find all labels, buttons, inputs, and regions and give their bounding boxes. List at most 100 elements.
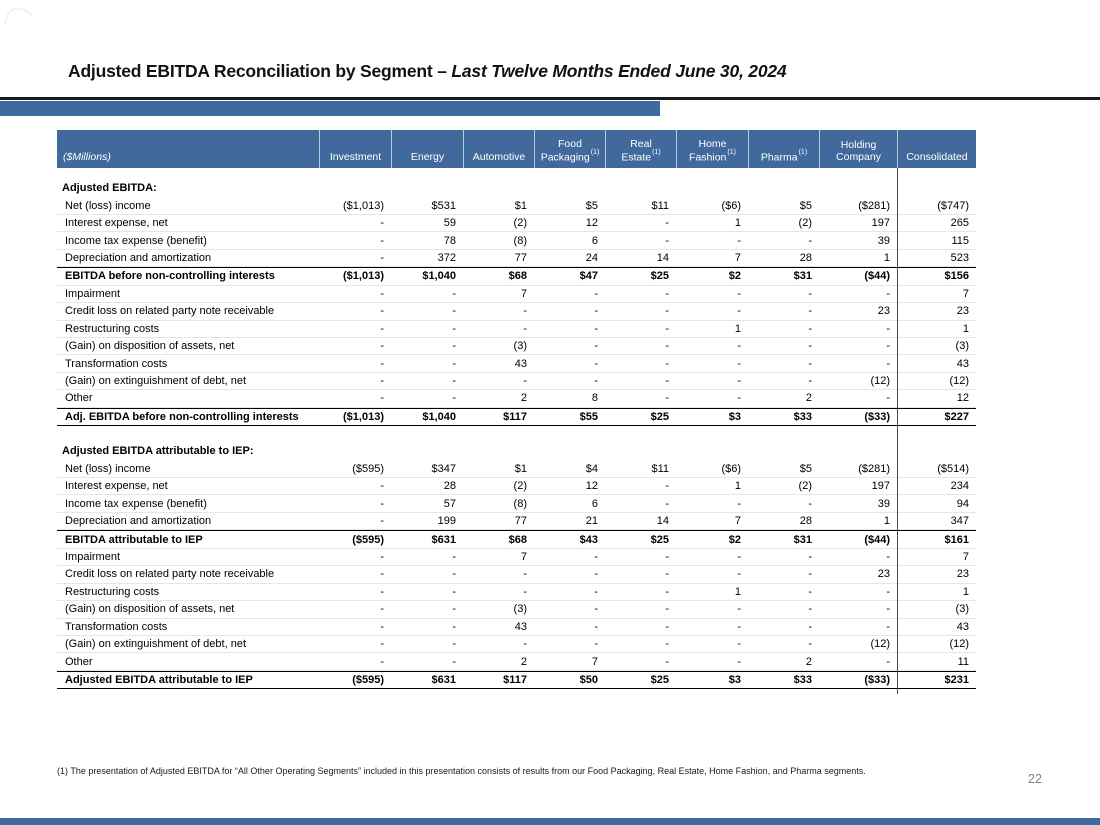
cell-value: 23	[877, 568, 890, 581]
cell-value: -	[808, 497, 812, 510]
cell-value: $55	[579, 410, 598, 423]
cell-value: 197	[871, 480, 890, 493]
cell-value: -	[594, 638, 598, 651]
cell-value: -	[380, 322, 384, 335]
cell-value: -	[886, 287, 890, 300]
cell-value: 14	[656, 251, 669, 264]
cell-value: $5	[799, 199, 812, 212]
cell-value: -	[808, 638, 812, 651]
row-label: (Gain) on extinguishment of debt, net	[65, 375, 246, 388]
cell-value: 1	[734, 322, 741, 335]
cell-value: ($595)	[352, 674, 384, 687]
unit-label: ($Millions)	[63, 151, 111, 164]
cell-value: 7	[520, 287, 527, 300]
cell-value: -	[808, 357, 812, 370]
cell-value: -	[737, 392, 741, 405]
cell-value: -	[380, 217, 384, 230]
table-row: Restructuring costs - - - - - 1 - - 1	[57, 321, 976, 338]
cell-value: (12)	[870, 638, 890, 651]
cell-value: -	[665, 322, 669, 335]
cell-value: $1	[514, 462, 527, 475]
cell-value: -	[452, 375, 456, 388]
cell-value: $68	[508, 270, 527, 283]
table-row: EBITDA before non-controlling interests (…	[57, 267, 976, 286]
cell-value: (2)	[798, 480, 812, 493]
cell-value: -	[665, 638, 669, 651]
cell-value: -	[380, 234, 384, 247]
cell-value: -	[665, 497, 669, 510]
table-row: Other - - 2 8 - - 2 - 12	[57, 390, 976, 408]
cell-value: 1	[734, 217, 741, 230]
cell-value: -	[665, 603, 669, 616]
cell-value: -	[452, 305, 456, 318]
column-header-home-fashion: Home Fashion(1)	[676, 130, 748, 168]
cell-value: ($1,013)	[343, 410, 384, 423]
cell-value: -	[452, 287, 456, 300]
cell-value: -	[594, 357, 598, 370]
column-header-holding-company: Holding Company	[819, 130, 897, 168]
cell-value: $3	[728, 674, 741, 687]
cell-value: 7	[962, 287, 969, 300]
cell-value: -	[452, 357, 456, 370]
cell-value: 7	[591, 655, 598, 668]
cell-value: -	[886, 550, 890, 563]
column-header-automotive: Automotive	[463, 130, 534, 168]
table-row: Adj. EBITDA before non-controlling inter…	[57, 407, 976, 427]
cell-value: 23	[956, 305, 969, 318]
table-row: EBITDA attributable to IEP ($595) $631 $68 $…	[57, 530, 976, 549]
table-section: Adjusted EBITDA: Net (loss) income ($1,013…	[57, 180, 976, 427]
table-row: Credit loss on related party note receiv…	[57, 566, 976, 584]
cell-value: ($6)	[721, 199, 741, 212]
cell-value: 23	[956, 568, 969, 581]
cell-value: $156	[944, 270, 969, 283]
cell-value: $531	[431, 199, 456, 212]
cell-value: -	[737, 305, 741, 318]
cell-value: (3)	[955, 603, 969, 616]
cell-value: 197	[871, 217, 890, 230]
cell-value: 39	[877, 497, 890, 510]
cell-value: 6	[591, 234, 598, 247]
cell-value: (12)	[949, 375, 969, 388]
cell-value: -	[523, 322, 527, 335]
column-header-pharma: Pharma(1)	[748, 130, 819, 168]
cell-value: -	[594, 603, 598, 616]
cell-value: -	[594, 322, 598, 335]
cell-value: -	[380, 568, 384, 581]
cell-value: $31	[793, 533, 812, 546]
cell-value: ($1,013)	[343, 270, 384, 283]
row-label: Impairment	[65, 287, 121, 300]
cell-value: 2	[520, 392, 527, 405]
cell-value: 1	[734, 480, 741, 493]
cell-value: 2	[520, 655, 527, 668]
column-header-food-packaging: Food Packaging(1)	[534, 130, 605, 168]
cell-value: -	[808, 287, 812, 300]
bottom-accent-bar	[0, 818, 1100, 825]
cell-value: -	[665, 655, 669, 668]
footnote: (1) The presentation of Adjusted EBITDA …	[57, 766, 866, 776]
cell-value: -	[886, 357, 890, 370]
cell-value: -	[737, 620, 741, 633]
cell-value: -	[452, 638, 456, 651]
cell-value: -	[380, 585, 384, 598]
cell-value: 43	[956, 620, 969, 633]
table-row: (Gain) on disposition of assets, net - - (3…	[57, 601, 976, 619]
cell-value: $227	[944, 410, 969, 423]
cell-value: 94	[956, 497, 969, 510]
cell-value: -	[886, 340, 890, 353]
cell-value: -	[380, 497, 384, 510]
cell-value: -	[886, 620, 890, 633]
cell-value: $631	[431, 674, 456, 687]
cell-value: $1,040	[422, 270, 456, 283]
cell-value: -	[380, 287, 384, 300]
table-row: Interest expense, net - 28 (2) 12 - 1 (2) 197 234	[57, 478, 976, 496]
table-row: (Gain) on disposition of assets, net - - (3…	[57, 338, 976, 356]
page-number: 22	[1028, 772, 1042, 786]
row-label: Other	[65, 392, 93, 405]
cell-value: 23	[877, 305, 890, 318]
cell-value: (2)	[798, 217, 812, 230]
cell-value: 43	[514, 620, 527, 633]
cell-value: ($1,013)	[343, 199, 384, 212]
cell-value: -	[665, 392, 669, 405]
cell-value: -	[380, 515, 384, 528]
row-label: (Gain) on extinguishment of debt, net	[65, 638, 246, 651]
